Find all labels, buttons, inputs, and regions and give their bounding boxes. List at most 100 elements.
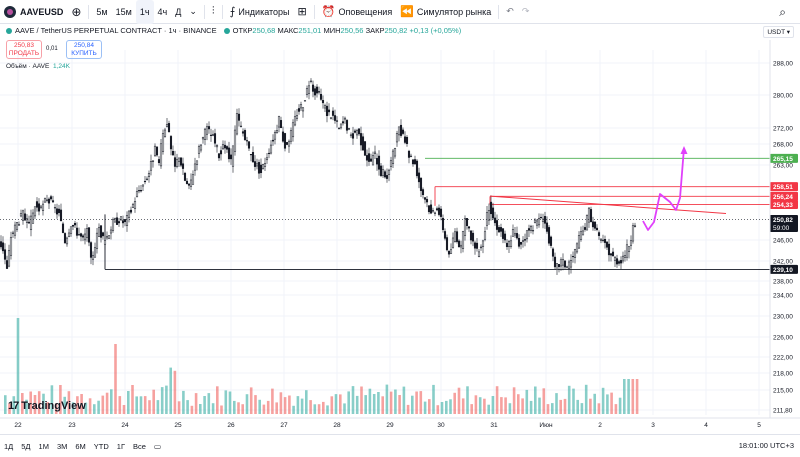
candle-body <box>465 218 469 226</box>
buy-label: КУПИТЬ <box>71 50 97 57</box>
candle-body <box>481 240 485 247</box>
range-ytd[interactable]: YTD <box>93 441 109 451</box>
candle-body <box>375 158 379 165</box>
candle-body <box>83 233 87 241</box>
candle-body <box>577 235 581 249</box>
candle-body <box>623 255 627 258</box>
candle-body <box>3 249 7 260</box>
volume-legend: Объём · AAVE 1,24K <box>6 63 70 70</box>
candle-body <box>175 159 179 167</box>
range-6m[interactable]: 6М <box>75 441 86 451</box>
range-3m[interactable]: 3М <box>56 441 68 451</box>
candle-body <box>625 244 629 258</box>
candle-body <box>493 217 497 224</box>
volume-bar <box>466 386 469 414</box>
indicators-button[interactable]: ⨍ Индикаторы <box>226 0 294 24</box>
currency-selector[interactable]: USDT ▾ <box>763 26 794 38</box>
candle-body <box>431 210 435 212</box>
symbol-label: AAVEUSD <box>20 6 64 17</box>
candle-body <box>155 146 159 156</box>
candle-body <box>183 172 187 181</box>
alerts-button[interactable]: ⏰ Оповещения <box>318 0 396 24</box>
search-button[interactable]: ⌕ <box>779 5 786 20</box>
volume-bar <box>152 389 155 414</box>
clock-label[interactable]: 18:01:00 UTC+3 <box>738 441 794 450</box>
buy-button[interactable]: 250,84 КУПИТЬ <box>66 40 102 59</box>
candle-body <box>559 259 563 267</box>
time-tick-label: 24 <box>121 422 129 429</box>
candle-body <box>509 240 513 247</box>
candle-body <box>227 147 231 160</box>
volume-bar <box>275 402 278 414</box>
volume-bar <box>360 386 363 414</box>
volume-bar <box>29 391 32 414</box>
timeframe-15m[interactable]: 15м <box>115 6 132 17</box>
date-range-button[interactable]: ▭ <box>150 442 165 451</box>
volume-bar <box>355 395 359 414</box>
range-1y[interactable]: 1Г <box>116 441 126 451</box>
candle-body <box>271 139 275 142</box>
candle-body <box>55 208 59 215</box>
candle-body <box>265 157 269 161</box>
volume-bar <box>538 397 541 414</box>
volume-bar <box>627 379 630 414</box>
candle-body <box>385 175 389 179</box>
candle-body <box>283 133 287 149</box>
candle-body <box>477 251 481 258</box>
timeframe-dropdown[interactable]: ⌄ <box>185 0 201 24</box>
candle-body <box>49 196 53 200</box>
volume-bar <box>317 404 321 414</box>
redo-button[interactable]: ↷ <box>518 0 534 24</box>
candle-body <box>347 128 351 130</box>
range-1m[interactable]: 1М <box>38 441 49 451</box>
volume-bar <box>105 392 109 414</box>
price-tick-label: 222,00 <box>773 355 793 362</box>
sell-label: ПРОДАТЬ <box>8 50 40 57</box>
candle-body <box>563 260 567 268</box>
volume-bar <box>525 389 529 414</box>
candle-body <box>115 217 119 225</box>
candle-body <box>61 223 65 233</box>
candle-body <box>19 213 23 217</box>
volume-bar <box>495 386 499 414</box>
range-1d[interactable]: 1Д <box>4 441 14 451</box>
volume-bar <box>194 393 198 414</box>
volume-bar <box>224 390 228 414</box>
compare-button[interactable]: ⊕ <box>67 0 85 24</box>
candle-body <box>395 133 399 143</box>
level-price-tag <box>770 199 798 209</box>
chart-type-button[interactable]: ⫶ <box>208 0 219 24</box>
candle-body <box>287 140 291 147</box>
timeframe-4h[interactable]: 4ч <box>157 6 168 17</box>
volume-bar <box>529 400 533 414</box>
volume-bar <box>601 387 605 414</box>
undo-button[interactable]: ↶ <box>502 0 518 24</box>
volume-bar <box>606 394 609 414</box>
volume-bar <box>339 394 342 414</box>
range-5d[interactable]: 5Д <box>21 441 31 451</box>
candle-body <box>193 163 197 171</box>
volume-bar <box>207 393 211 414</box>
sell-button[interactable]: 250,83 ПРОДАТЬ <box>6 40 42 59</box>
candle-body <box>601 239 605 241</box>
timeframe-d[interactable]: Д <box>175 6 182 17</box>
replay-button[interactable]: ⏪ Симулятор рынка <box>396 0 495 24</box>
candle-body <box>63 233 67 244</box>
volume-bar <box>12 396 16 414</box>
candle-body <box>285 142 289 145</box>
layouts-button[interactable]: ⊞ <box>294 0 311 24</box>
chart-area[interactable]: 265,15 258,51 256,24 254,33 239,10 250,82 59:… <box>0 24 800 434</box>
symbol-search[interactable]: AAVEUSD <box>0 0 67 24</box>
volume-bar <box>483 398 486 414</box>
timeframe-5m[interactable]: 5м <box>96 6 108 17</box>
volume-bar <box>326 405 329 414</box>
candle-body <box>507 241 511 247</box>
range-all[interactable]: Все <box>133 441 146 451</box>
volume-bar <box>305 390 308 414</box>
candle-body <box>191 174 195 185</box>
volume-bar <box>241 404 244 414</box>
timeframe-1h[interactable]: 1ч <box>135 0 154 24</box>
volume-bar <box>63 396 66 414</box>
price-axis: 288,00 280,00 272,00 268,00 263,00 246,00 242,… <box>769 40 793 418</box>
